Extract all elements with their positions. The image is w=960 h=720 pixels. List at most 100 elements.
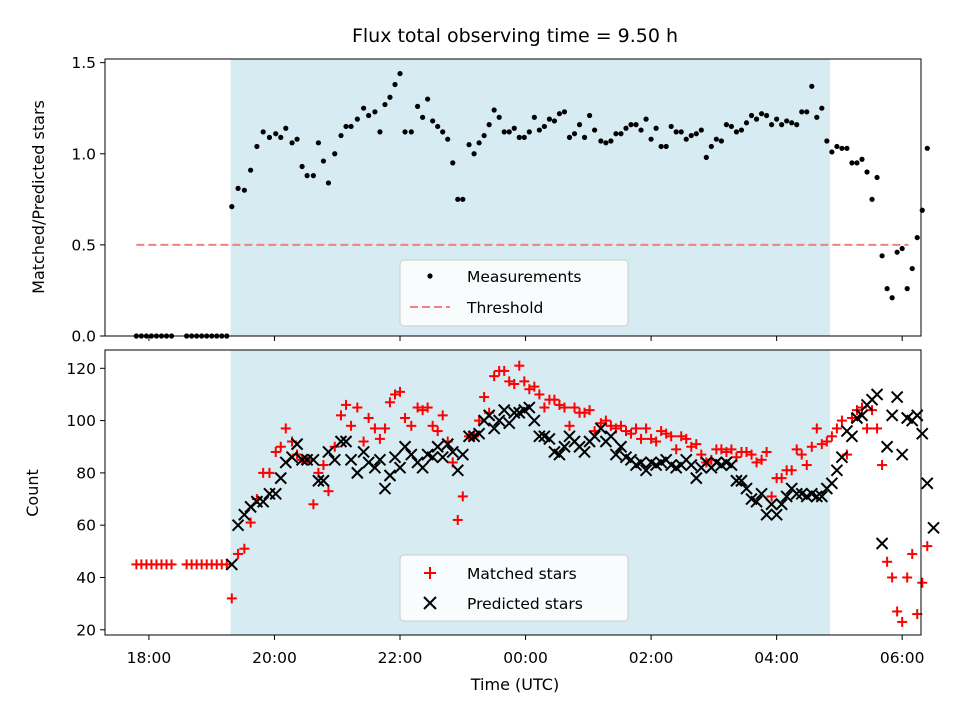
measurement-point xyxy=(592,127,598,133)
matched-star-point xyxy=(801,460,812,471)
measurement-point xyxy=(789,120,795,126)
measurement-point xyxy=(343,123,349,130)
matched-star-point xyxy=(308,499,319,510)
matched-star-point xyxy=(358,436,369,447)
matched-star-point xyxy=(422,402,433,413)
measurement-point xyxy=(834,143,840,150)
measurement-point xyxy=(618,131,624,137)
top-measurement-points xyxy=(133,70,930,339)
matched-star-point xyxy=(620,426,631,437)
measurement-point xyxy=(254,143,260,150)
matched-star-point xyxy=(751,457,762,468)
measurement-point xyxy=(794,122,800,128)
measurement-point xyxy=(325,180,332,186)
x-axis-label: Time (UTC) xyxy=(470,675,559,694)
matched-star-point xyxy=(862,423,873,434)
top-x-ticks xyxy=(148,336,903,341)
predicted-star-point xyxy=(317,474,330,487)
measurement-point xyxy=(693,131,699,137)
predicted-star-point xyxy=(825,477,839,490)
top-axes-frame xyxy=(104,58,922,337)
matched-star-point xyxy=(666,431,677,442)
measurement-point xyxy=(445,136,451,142)
predicted-star-point xyxy=(441,437,454,451)
measurement-point xyxy=(698,127,704,133)
matched-star-point xyxy=(417,405,428,416)
matched-star-point xyxy=(584,405,595,416)
predicted-star-point xyxy=(446,445,459,459)
matched-star-point xyxy=(746,449,757,460)
measurement-point xyxy=(718,138,724,144)
measurement-point xyxy=(392,81,398,88)
matched-star-point xyxy=(400,412,411,423)
measurement-point xyxy=(531,114,537,120)
predicted-star-point xyxy=(339,435,353,448)
measurement-point xyxy=(486,122,492,128)
measurement-point xyxy=(769,122,775,128)
measurement-point xyxy=(377,129,383,135)
predicted-star-point xyxy=(231,518,245,532)
measurement-point xyxy=(643,116,649,122)
matched-star-point xyxy=(406,420,417,431)
measurement-point xyxy=(491,107,497,113)
bottom-x-tick-label: 20:00 xyxy=(252,649,297,667)
predicted-star-point xyxy=(274,471,287,485)
measurement-point xyxy=(779,122,785,128)
matched-star-point xyxy=(671,444,682,455)
predicted-star-point xyxy=(875,537,889,550)
measurement-point xyxy=(581,134,588,140)
matched-star-point xyxy=(761,446,772,457)
top-y-tick-label: 0.5 xyxy=(71,236,96,254)
predicted-star-point xyxy=(482,409,496,422)
matched-star-point xyxy=(902,572,913,583)
matched-star-point xyxy=(686,441,697,452)
measurement-point xyxy=(576,122,583,128)
matched-star-point xyxy=(726,444,737,455)
matched-star-point xyxy=(489,371,500,382)
predicted-star-point xyxy=(755,487,768,501)
measurement-point xyxy=(819,105,825,111)
predicted-star-point xyxy=(558,440,571,453)
measurement-point xyxy=(289,140,295,146)
predicted-star-point xyxy=(503,417,516,430)
measurement-point xyxy=(608,138,614,144)
top-legend: Measurements Threshold xyxy=(399,259,629,327)
bottom-y-tick-label: 60 xyxy=(76,517,96,535)
measurement-point xyxy=(366,112,372,119)
measurement-point xyxy=(824,138,830,144)
measurement-point xyxy=(304,173,310,179)
matched-star-point xyxy=(329,441,340,452)
measurement-point xyxy=(571,131,578,137)
matched-star-point xyxy=(352,402,363,413)
matched-star-point xyxy=(504,376,515,387)
predicted-star-point xyxy=(639,464,653,477)
measurement-point xyxy=(894,249,900,255)
measurement-point xyxy=(455,196,461,202)
measurement-point xyxy=(623,125,629,131)
measurement-point xyxy=(414,103,421,109)
matched-star-point xyxy=(239,543,250,554)
measurement-point xyxy=(430,118,436,124)
matched-star-point xyxy=(907,548,918,559)
matched-star-point xyxy=(922,541,933,552)
predicted-star-point xyxy=(351,466,364,480)
measurement-point xyxy=(266,134,273,140)
predicted-star-point xyxy=(543,432,556,446)
matched-star-point xyxy=(226,593,237,604)
measurement-point xyxy=(678,129,684,135)
predicted-star-point xyxy=(451,464,464,477)
predicted-star-point xyxy=(322,445,335,459)
measurement-point xyxy=(708,143,714,150)
bottom-legend: Matched stars Predicted stars xyxy=(399,554,629,622)
matched-star-point xyxy=(605,420,616,431)
bottom-y-tick-label: 120 xyxy=(66,360,96,378)
predicted-star-point xyxy=(285,450,299,464)
measurement-point xyxy=(476,140,482,146)
legend-predicted-label: Predicted stars xyxy=(467,595,583,613)
matched-star-point xyxy=(595,418,606,429)
measurement-point xyxy=(869,196,875,202)
matched-star-point xyxy=(529,381,540,392)
predicted-star-point xyxy=(890,390,904,404)
matched-star-point xyxy=(363,412,374,423)
bottom-axes-frame xyxy=(104,349,922,636)
